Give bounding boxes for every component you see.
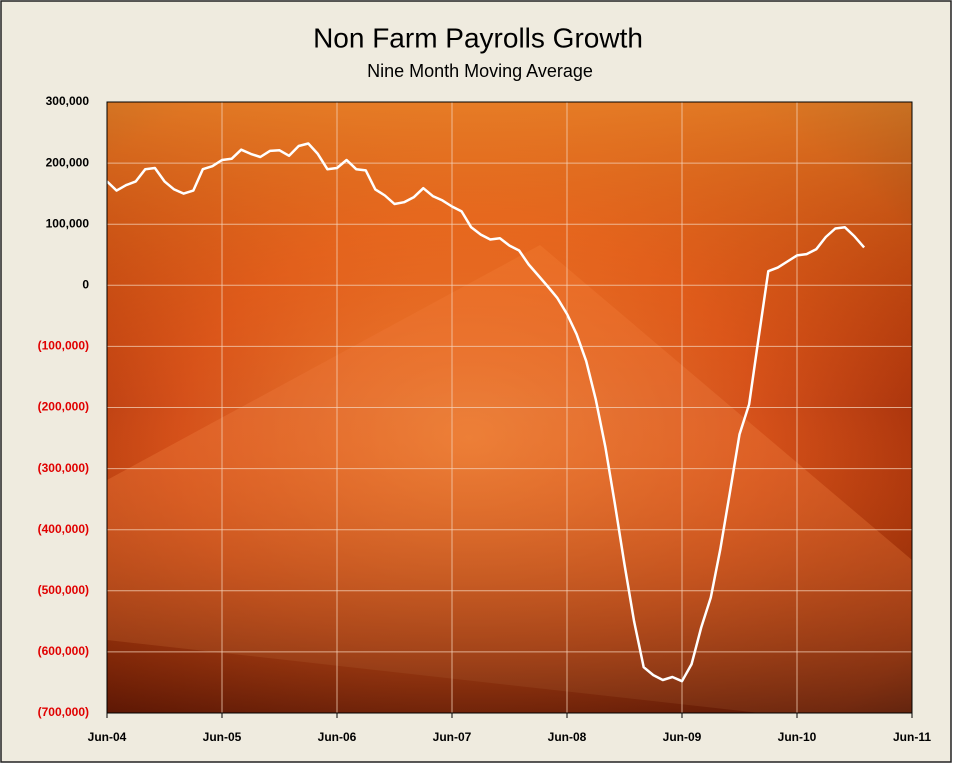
x-tick-label: Jun-05 <box>203 730 242 744</box>
x-tick-label: Jun-04 <box>88 730 127 744</box>
x-tick-label: Jun-06 <box>318 730 357 744</box>
x-tick-label: Jun-07 <box>433 730 472 744</box>
chart-title: Non Farm Payrolls Growth <box>313 22 643 53</box>
y-tick-label: 100,000 <box>46 216 90 230</box>
y-tick-label: 0 <box>82 277 89 291</box>
chart-subtitle: Nine Month Moving Average <box>367 61 593 81</box>
plot-border <box>106 101 913 714</box>
marks <box>106 142 866 683</box>
y-tick-label: 300,000 <box>46 94 90 108</box>
y-tick-label: (200,000) <box>38 400 89 414</box>
y-tick-label: 200,000 <box>46 155 90 169</box>
x-tick-label: Jun-08 <box>548 730 587 744</box>
y-tick-label: (300,000) <box>38 461 89 475</box>
x-tick-label: Jun-10 <box>778 730 817 744</box>
data-line <box>106 142 866 683</box>
y-tick-label: (600,000) <box>38 644 89 658</box>
y-tick-label: (400,000) <box>38 522 89 536</box>
x-tick-label: Jun-09 <box>663 730 702 744</box>
y-tick-label: (500,000) <box>38 583 89 597</box>
y-tick-label: (700,000) <box>38 705 89 719</box>
y-tick-label: (100,000) <box>38 339 89 353</box>
labels: 300,000 200,000 100,000 0 (100,000) (200,000)… <box>38 94 932 744</box>
x-tick-label: Jun-11 <box>893 730 931 744</box>
